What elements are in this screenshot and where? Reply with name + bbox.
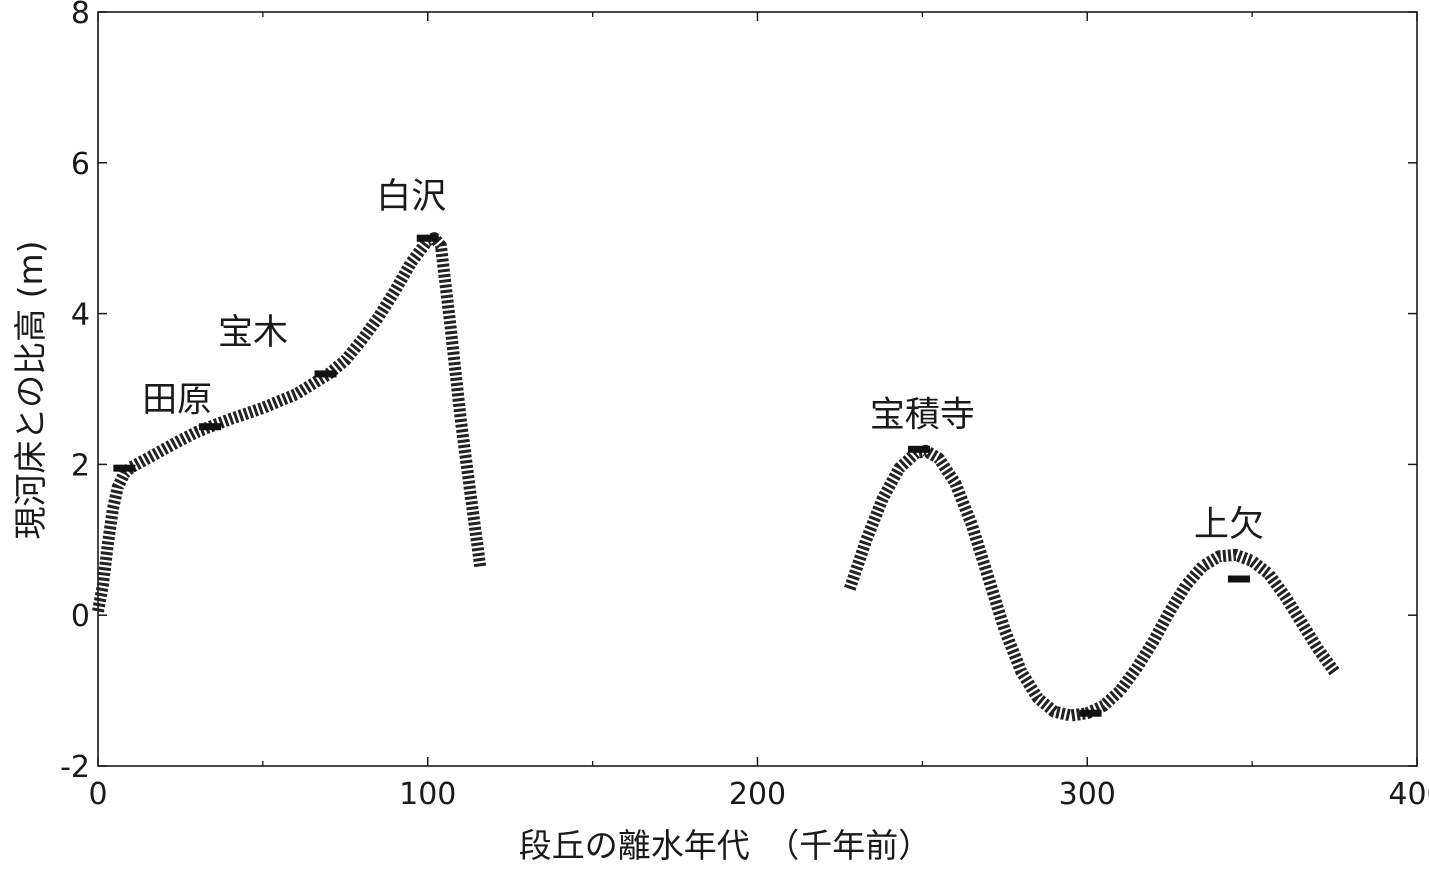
y-tick-label: 6 [71, 147, 90, 182]
x-axis-title: 段丘の離水年代 （千年前） [519, 826, 932, 865]
series-line [844, 444, 1340, 722]
series-line [92, 232, 487, 613]
x-tick-label: 0 [88, 777, 107, 812]
terrace-marker [314, 370, 337, 378]
site-label: 宝木 [218, 313, 288, 353]
series-layer [92, 232, 1340, 722]
y-tick-label: 0 [71, 599, 90, 634]
y-tick-label: 8 [71, 0, 90, 31]
terrace-marker [416, 234, 439, 242]
x-tick-label: 100 [399, 777, 456, 812]
terrace-marker [908, 445, 931, 453]
y-tick-label: -2 [60, 750, 90, 785]
site-label: 上欠 [1194, 505, 1264, 545]
terrace-marker [199, 423, 222, 431]
y-axis-title: 現河床との比高 (m) [11, 240, 50, 539]
x-tick-label: 200 [729, 777, 786, 812]
terrace-marker [113, 464, 136, 472]
terrace-marker [1227, 575, 1250, 583]
terrace-marker [1079, 709, 1102, 717]
x-tick-label: 400 [1388, 777, 1429, 812]
site-label: 宝積寺 [870, 396, 975, 436]
axis-ticks [97, 11, 1418, 767]
site-label: 田原 [142, 381, 212, 421]
marker-layer [113, 234, 1250, 717]
x-tick-label: 300 [1059, 777, 1116, 812]
series-2 [844, 444, 1340, 722]
series-1 [92, 232, 487, 613]
site-label: 白沢 [376, 177, 446, 217]
y-tick-label: 4 [71, 298, 90, 333]
y-tick-label: 2 [71, 448, 90, 483]
